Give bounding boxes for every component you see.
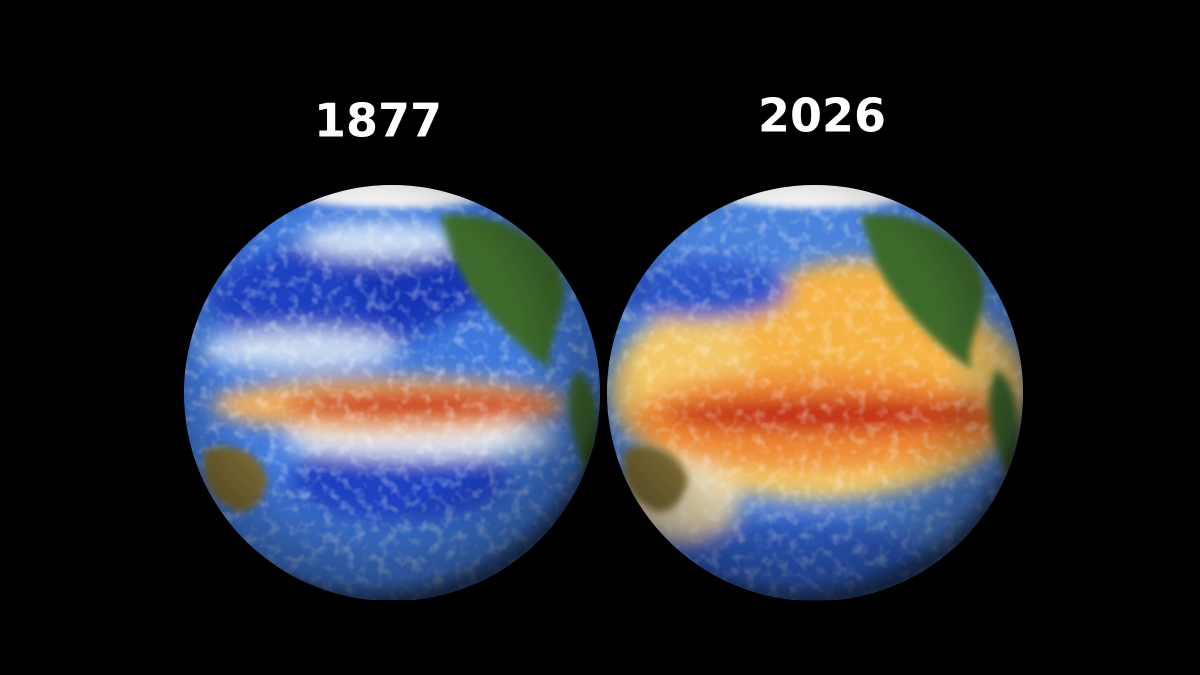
globe	[607, 185, 1023, 601]
year-label: 2026	[758, 89, 886, 143]
globe	[184, 185, 600, 601]
year-label: 1877	[314, 94, 442, 148]
